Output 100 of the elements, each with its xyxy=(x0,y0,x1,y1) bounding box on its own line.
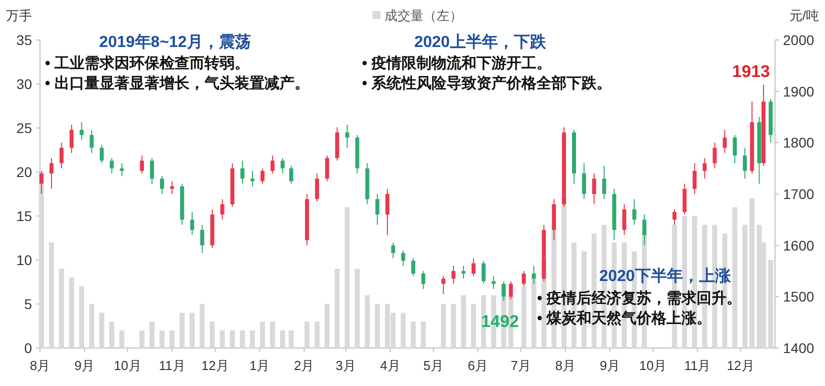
bar xyxy=(170,330,175,348)
annotation: 1913 xyxy=(732,62,770,81)
bar xyxy=(756,224,762,348)
bar xyxy=(324,304,330,348)
x-tick-label: 10月 xyxy=(114,358,142,373)
candlestick xyxy=(280,158,285,174)
annotation: • 疫情限制物流和下游开工。 xyxy=(362,54,552,72)
annotation: • 煤炭和天然气价格上涨。 xyxy=(537,310,712,327)
x-tick-label: 1月 xyxy=(250,358,270,373)
candlestick xyxy=(220,198,224,220)
bar xyxy=(732,207,738,348)
bar xyxy=(304,322,310,348)
annotation: • 出口量显著显著增长，气头装置减产。 xyxy=(45,75,310,92)
bar xyxy=(48,242,54,348)
y2-tick-label: 1400 xyxy=(783,340,814,356)
candlestick xyxy=(441,276,446,295)
x-tick-label: 11月 xyxy=(158,358,186,373)
candlestick xyxy=(632,198,636,226)
bar xyxy=(79,286,84,348)
candlestick xyxy=(702,158,707,180)
x-tick-label: 9月 xyxy=(600,358,620,373)
candlestick xyxy=(375,194,380,226)
bar xyxy=(59,268,64,348)
bar xyxy=(344,207,350,348)
candlestick xyxy=(451,265,456,284)
bar xyxy=(200,304,205,348)
candlestick xyxy=(742,147,747,180)
candlestick xyxy=(411,258,416,277)
bar xyxy=(400,312,406,348)
x-tick-label: 9月 xyxy=(74,358,95,373)
x-tick-label: 12月 xyxy=(726,358,754,373)
bar xyxy=(450,304,456,348)
annotation: 2020上半年，下跌 xyxy=(414,33,547,51)
x-tick-label: 12月 xyxy=(201,358,229,373)
bar xyxy=(220,330,225,348)
bar xyxy=(354,268,360,348)
y2-axis-title: 元/吨 xyxy=(789,8,819,23)
annotation: • 疫情后经济复苏，需求回升。 xyxy=(537,289,742,307)
y-tick-label: 20 xyxy=(16,164,32,180)
legend: 成交量（左） xyxy=(372,8,462,23)
x-tick-label: 2月 xyxy=(294,358,314,373)
candlestick xyxy=(522,270,526,287)
candlestick xyxy=(160,176,164,194)
candlestick xyxy=(315,172,320,202)
bar xyxy=(210,322,215,348)
bar xyxy=(190,312,195,348)
bar xyxy=(250,330,255,348)
candlestick xyxy=(100,144,104,164)
bar xyxy=(109,322,114,348)
candlestick xyxy=(421,270,426,290)
y2-tick-label: 1900 xyxy=(783,83,814,100)
x-tick-label: 8月 xyxy=(555,358,576,373)
x-tick-label: 6月 xyxy=(468,358,488,373)
candlestick xyxy=(190,211,194,236)
candlestick xyxy=(49,158,54,190)
candlestick xyxy=(492,276,496,290)
bar xyxy=(89,304,94,348)
candlestick xyxy=(732,134,737,164)
bar xyxy=(521,286,526,348)
candlestick xyxy=(582,162,586,200)
candlestick xyxy=(90,129,94,154)
bar xyxy=(334,268,340,348)
bar xyxy=(364,295,370,348)
bar xyxy=(420,322,426,348)
candlestick xyxy=(692,162,697,194)
bar xyxy=(471,304,476,348)
candlestick xyxy=(385,188,390,236)
bar xyxy=(119,330,124,348)
candlestick xyxy=(472,258,476,277)
annotation: 1492 xyxy=(481,312,519,331)
x-tick-label: 8月 xyxy=(30,358,50,373)
candlestick xyxy=(722,129,727,154)
candlestick xyxy=(325,155,330,182)
candlestick xyxy=(682,183,687,216)
candlestick xyxy=(270,155,275,174)
candlestick xyxy=(401,250,406,266)
candlestick xyxy=(240,160,244,184)
bar xyxy=(280,330,286,348)
y2-tick-label: 1700 xyxy=(783,186,814,202)
candlestick xyxy=(391,242,396,259)
bar xyxy=(768,260,774,348)
candlestick xyxy=(602,165,606,200)
candlestick xyxy=(345,124,350,148)
candlestick xyxy=(80,122,84,141)
bar xyxy=(149,322,154,348)
x-tick-label: 5月 xyxy=(423,358,444,373)
x-tick-label: 4月 xyxy=(380,358,400,373)
annotation: 2019年8~12月，震荡 xyxy=(99,33,251,51)
candlestick xyxy=(250,170,254,187)
candlestick xyxy=(712,142,717,169)
bar xyxy=(410,322,416,348)
y-tick-label: 25 xyxy=(16,120,32,136)
annotation: • 工业需求因环保检查而转弱。 xyxy=(45,55,250,72)
annotation: 2020下半年，上涨 xyxy=(599,267,732,285)
bar xyxy=(160,330,165,348)
y-axis-title: 万手 xyxy=(6,8,32,23)
y-tick-label: 0 xyxy=(24,340,32,356)
candlestick xyxy=(70,124,74,154)
candlestick xyxy=(150,158,154,184)
bar xyxy=(260,322,266,348)
